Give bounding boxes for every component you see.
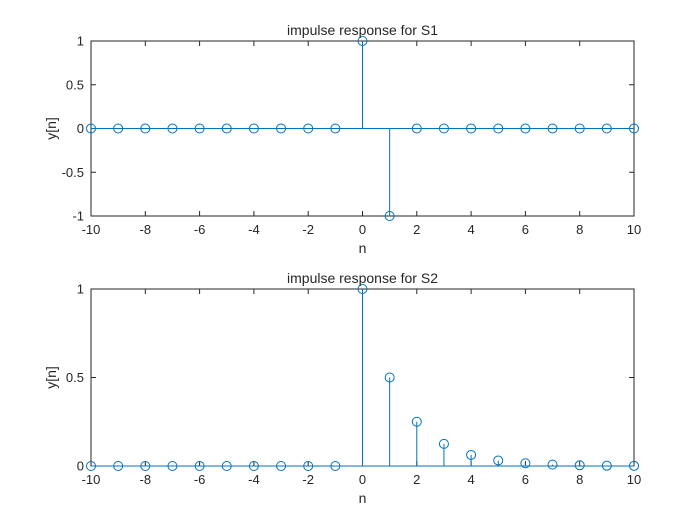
- y-tick-label: 0: [77, 121, 84, 136]
- stem-marker: [140, 461, 151, 471]
- y-axis-label: y[n]: [43, 366, 59, 389]
- x-tick-label: 10: [627, 472, 641, 487]
- x-tick-label: 4: [467, 222, 474, 237]
- stem-marker: [221, 123, 232, 134]
- stem-marker: [438, 123, 449, 134]
- y-tick-label: -1: [72, 209, 84, 224]
- y-tick-label: -0.5: [62, 165, 84, 180]
- x-tick-label: -6: [194, 222, 206, 237]
- y-axis-label: y[n]: [43, 117, 59, 140]
- stem-marker: [601, 460, 612, 471]
- stem-marker: [303, 123, 314, 134]
- y-tick-label: 1: [77, 282, 84, 297]
- stem-marker: [629, 123, 639, 134]
- stem-marker: [547, 123, 558, 134]
- stem-marker: [113, 461, 124, 471]
- stem-marker: [194, 461, 205, 471]
- stem-marker: [520, 458, 531, 469]
- stem-marker: [357, 36, 368, 46]
- stem-marker: [330, 123, 341, 134]
- y-tick-label: 0.5: [66, 77, 84, 92]
- stem-marker: [248, 123, 259, 134]
- x-tick-label: 8: [576, 472, 583, 487]
- x-tick-label: 6: [522, 222, 529, 237]
- stem-marker: [194, 123, 205, 134]
- chart-panel-2: -10 -8 -6 -4 -2 0 2 4 6 8 10 0 0.5 1 impulse response …: [43, 270, 641, 506]
- stem-marker: [466, 449, 477, 460]
- x-tick-label: -4: [248, 222, 260, 237]
- x-tick-label: -8: [140, 222, 152, 237]
- stem-marker: [86, 461, 96, 471]
- x-tick-label: 8: [576, 222, 583, 237]
- stem-marker: [411, 416, 422, 427]
- x-tick-label: 6: [522, 472, 529, 487]
- x-tick-label: -8: [140, 472, 152, 487]
- stem-marker: [221, 461, 232, 471]
- x-tick-label: -10: [82, 222, 101, 237]
- x-tick-label: 4: [467, 472, 474, 487]
- stem-marker: [384, 372, 395, 383]
- y-tick-label: 0.5: [66, 370, 84, 385]
- x-tick-label: -2: [302, 222, 314, 237]
- x-tick-label: 10: [627, 222, 641, 237]
- chart-title: impulse response for S2: [287, 270, 438, 286]
- x-tick-label: 0: [359, 222, 366, 237]
- x-tick-label: 2: [413, 222, 420, 237]
- stem-marker: [167, 461, 178, 471]
- stem-marker: [276, 461, 287, 471]
- x-axis-label: n: [359, 490, 367, 506]
- stem-marker: [248, 461, 259, 471]
- stem-marker: [601, 123, 612, 134]
- y-tick-label: 1: [77, 34, 84, 49]
- stem-marker: [276, 123, 287, 134]
- stem-marker: [330, 461, 341, 471]
- stem-marker: [140, 123, 151, 134]
- stem-marker: [357, 284, 368, 294]
- stem-marker: [574, 460, 585, 471]
- x-tick-label: -10: [82, 472, 101, 487]
- stem-marker: [86, 123, 96, 134]
- x-tick-label: 2: [413, 472, 420, 487]
- stem-marker: [547, 459, 558, 470]
- x-tick-label: -4: [248, 472, 260, 487]
- stem-marker: [438, 438, 449, 449]
- stem-marker: [493, 455, 504, 466]
- x-axis-label: n: [359, 240, 367, 256]
- y-tick-label: 0: [77, 459, 84, 474]
- stem-marker: [384, 211, 395, 221]
- stem-marker: [466, 123, 477, 134]
- stem-marker: [574, 123, 585, 134]
- stem-marker: [167, 123, 178, 134]
- stem-marker: [493, 123, 504, 134]
- x-tick-label: -6: [194, 472, 206, 487]
- stem-marker: [411, 123, 422, 134]
- stem-marker: [520, 123, 531, 134]
- stem-marker: [629, 460, 639, 471]
- stem-marker: [303, 461, 314, 471]
- chart-panel-1: -10 -8 -6 -4 -2 0 2 4 6 8 10 -1 -0.5 0 0.5 1 impulse res…: [43, 22, 641, 256]
- x-tick-label: -2: [302, 472, 314, 487]
- chart-title: impulse response for S1: [287, 22, 438, 38]
- stem-marker: [113, 123, 124, 134]
- x-tick-label: 0: [359, 472, 366, 487]
